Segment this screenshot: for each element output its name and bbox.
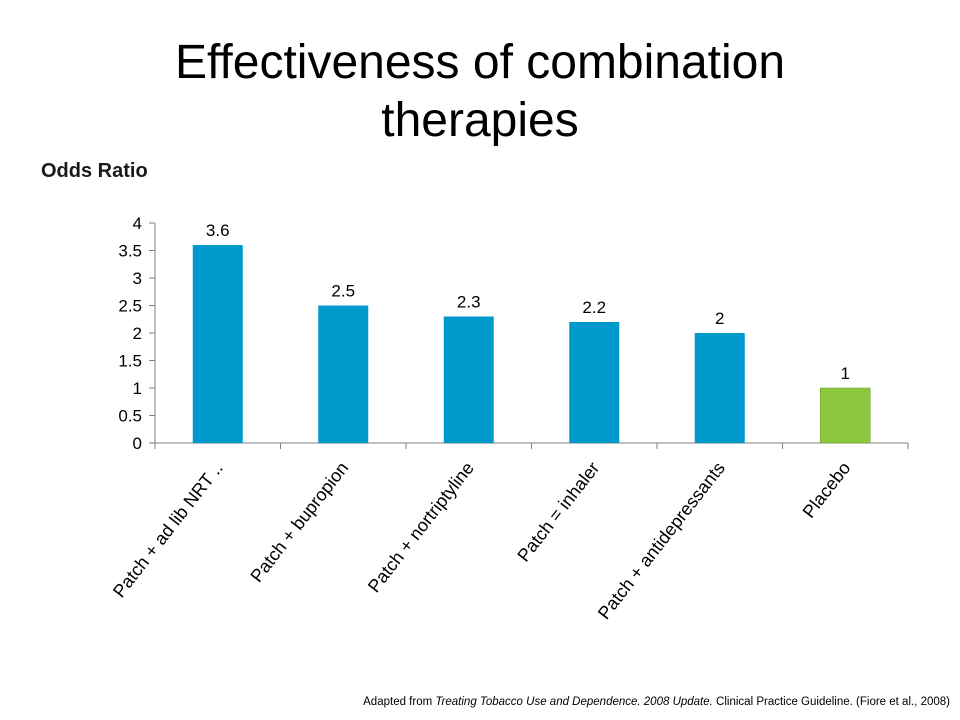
data-label: 2 (715, 309, 724, 328)
y-tick-label: 0.5 (118, 407, 142, 426)
footnote-suffix: Clinical Practice Guideline. (Fiore et a… (712, 696, 950, 708)
x-category-label: Patch + nortriptyline (364, 458, 478, 596)
y-tick-label: 3 (133, 269, 142, 288)
y-tick-label: 2.5 (118, 297, 142, 316)
y-axis-heading: Odds Ratio (41, 160, 148, 182)
bar (820, 387, 871, 444)
y-tick-label: 0 (133, 434, 142, 453)
x-category-label: Patch + antidepressants (594, 458, 729, 623)
chart-axes: 0 0.5 1 1.5 2 2.5 3 3.5 4 (118, 214, 909, 453)
chart-bars (192, 245, 871, 444)
x-category-label: Patch + bupropion (246, 458, 352, 586)
y-tick-label: 1 (133, 379, 142, 398)
data-label: 2.2 (582, 298, 606, 317)
footnote-prefix: Adapted from (363, 696, 436, 708)
bar (694, 333, 745, 443)
slide-title: Effectiveness of combination therapies (174, 36, 786, 147)
bar (443, 316, 494, 443)
x-category-label: Patch = inhaler (513, 458, 603, 565)
bar (192, 245, 243, 443)
footnote-source-title: Treating Tobacco Use and Dependence. 200… (435, 696, 713, 708)
data-label: 1 (841, 364, 850, 383)
y-tick-label: 4 (133, 214, 142, 233)
x-category-label: Patch + ad lib NRT .. (109, 458, 227, 601)
data-label: 2.5 (331, 282, 355, 301)
y-tick-label: 3.5 (118, 242, 142, 261)
data-label: 2.3 (457, 293, 481, 312)
x-category-label: Placebo (799, 458, 855, 522)
data-label: 3.6 (206, 221, 230, 240)
source-footnote: Adapted from Treating Tobacco Use and De… (363, 696, 950, 708)
bar (318, 305, 369, 443)
y-tick-label: 1.5 (118, 352, 142, 371)
y-tick-label: 2 (133, 324, 142, 343)
bar (569, 322, 620, 443)
